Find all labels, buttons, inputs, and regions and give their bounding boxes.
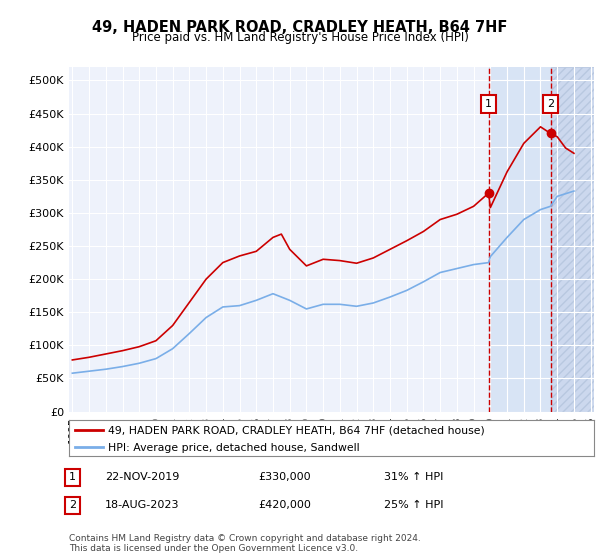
Text: 22-NOV-2019: 22-NOV-2019	[105, 472, 179, 482]
Text: 1: 1	[69, 472, 76, 482]
Text: HPI: Average price, detached house, Sandwell: HPI: Average price, detached house, Sand…	[109, 443, 360, 453]
Text: £420,000: £420,000	[258, 500, 311, 510]
Text: 2: 2	[69, 500, 76, 510]
Text: 2: 2	[547, 99, 554, 109]
Bar	[551, 67, 594, 412]
Text: 31% ↑ HPI: 31% ↑ HPI	[384, 472, 443, 482]
Text: Contains HM Land Registry data © Crown copyright and database right 2024.
This d: Contains HM Land Registry data © Crown c…	[69, 534, 421, 553]
Text: Price paid vs. HM Land Registry's House Price Index (HPI): Price paid vs. HM Land Registry's House …	[131, 31, 469, 44]
Text: 49, HADEN PARK ROAD, CRADLEY HEATH, B64 7HF: 49, HADEN PARK ROAD, CRADLEY HEATH, B64 …	[92, 20, 508, 35]
Text: 49, HADEN PARK ROAD, CRADLEY HEATH, B64 7HF (detached house): 49, HADEN PARK ROAD, CRADLEY HEATH, B64 …	[109, 426, 485, 436]
Text: 1: 1	[485, 99, 492, 109]
Bar	[488, 67, 551, 412]
Text: 18-AUG-2023: 18-AUG-2023	[105, 500, 179, 510]
Bar	[551, 67, 594, 412]
Text: £330,000: £330,000	[258, 472, 311, 482]
Text: 25% ↑ HPI: 25% ↑ HPI	[384, 500, 443, 510]
